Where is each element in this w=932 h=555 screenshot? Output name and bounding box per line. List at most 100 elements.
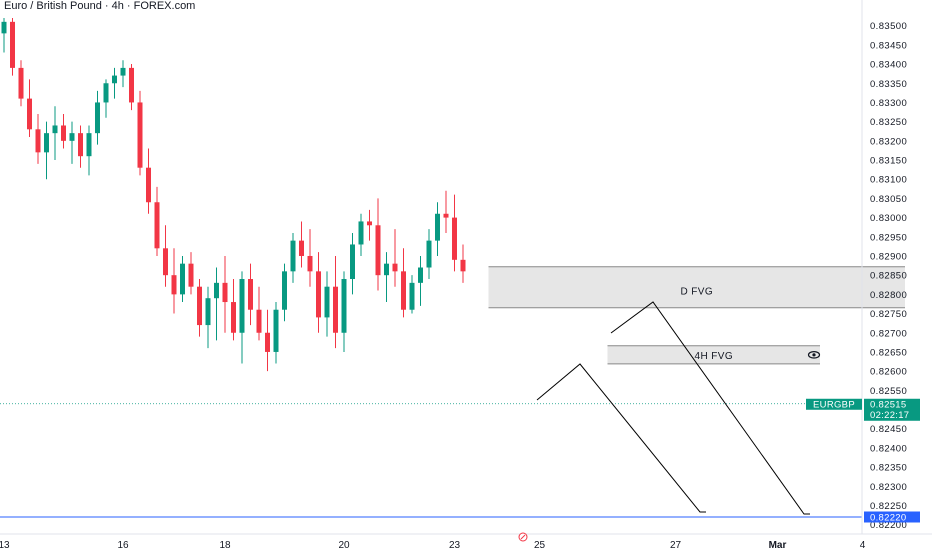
candle	[163, 225, 168, 287]
candle	[384, 252, 389, 303]
target-price-tag: 0.82220	[864, 511, 920, 524]
date-tick-label: 4	[860, 540, 866, 550]
candle	[137, 90, 143, 176]
candle	[239, 271, 245, 364]
fvg-zone-label: D FVG	[680, 286, 713, 297]
price-tick-label: 0.82200	[870, 520, 907, 531]
candle	[86, 125, 92, 176]
candle	[401, 248, 406, 318]
price-tick-label: 0.83200	[870, 136, 907, 147]
date-tick-label: 25	[534, 540, 546, 550]
candle	[214, 267, 219, 341]
candle	[256, 286, 262, 341]
candle	[409, 275, 415, 314]
candle	[197, 279, 202, 337]
price-tick-label: 0.82550	[870, 386, 907, 397]
price-tick-label: 0.82400	[870, 443, 907, 454]
price-tick-label: 0.82350	[870, 463, 907, 474]
date-tick-label: Mar	[769, 540, 787, 550]
candle	[333, 255, 338, 349]
candle	[299, 221, 304, 268]
date-tick-label: 13	[0, 540, 10, 550]
candle	[27, 79, 32, 137]
candle	[426, 229, 432, 280]
candle	[358, 213, 364, 256]
grid-layer	[0, 403, 862, 518]
price-tick-label: 0.82300	[870, 482, 907, 493]
date-tick-label: 20	[338, 540, 350, 550]
projection-path-4h[interactable]	[536, 363, 706, 513]
candle	[460, 244, 466, 283]
price-tick-label: 0.83100	[870, 175, 907, 186]
price-tick-label: 0.82900	[870, 251, 907, 262]
candle	[273, 302, 279, 364]
date-tick-label: 18	[219, 540, 231, 550]
price-tick-label: 0.83150	[870, 156, 907, 167]
price-tick-label: 0.83400	[870, 60, 907, 71]
candle	[10, 18, 15, 76]
candle	[375, 198, 381, 291]
candle	[69, 121, 75, 164]
candle	[18, 60, 24, 107]
chart-title: Euro / British Pound · 4h · FOREX.com	[4, 0, 195, 12]
date-tick-label: 16	[117, 540, 129, 550]
candle	[180, 255, 185, 303]
zones-layer: D FVG 4H FVG	[488, 266, 906, 365]
candle	[112, 67, 117, 99]
price-tick-label: 0.83500	[870, 21, 907, 32]
candle	[316, 252, 321, 333]
candle	[265, 309, 270, 372]
price-tick-label: 0.82750	[870, 309, 907, 320]
event-marker-icon[interactable]	[518, 532, 528, 542]
price-tick-label: 0.83450	[870, 40, 907, 51]
fvg-zone-0[interactable]	[488, 266, 906, 308]
price-tick-label: 0.82450	[870, 424, 907, 435]
candle	[350, 232, 355, 295]
price-tick-label: 0.83300	[870, 98, 907, 109]
candle	[435, 202, 440, 256]
time-axis[interactable]: 13161820232527Mar469	[0, 532, 932, 551]
candle	[324, 271, 330, 337]
fvg-zone-1[interactable]	[607, 345, 821, 364]
candle	[248, 263, 253, 326]
candle	[95, 90, 100, 145]
candle	[392, 229, 398, 287]
candle	[44, 121, 49, 180]
target-price-label: 0.82220	[870, 513, 906, 524]
countdown-label: 02:22:17	[870, 410, 909, 421]
candle	[103, 79, 109, 118]
candle	[78, 125, 83, 168]
projection-path-daily[interactable]	[610, 301, 810, 515]
candle	[1, 18, 7, 53]
price-tick-label: 0.83250	[870, 117, 907, 128]
date-tick-label: 23	[449, 540, 461, 550]
price-tick-label: 0.82700	[870, 328, 907, 339]
price-tick-label: 0.82800	[870, 290, 907, 301]
candle	[205, 286, 211, 349]
current-price-label: 0.82515	[870, 399, 906, 410]
price-tick-label: 0.82950	[870, 232, 907, 243]
candle	[222, 255, 228, 333]
price-tick-label: 0.82250	[870, 501, 907, 512]
price-axis[interactable]: 0.83500 0.83450 0.83400 0.83350 0.83300 0.832…	[806, 0, 920, 534]
price-tick-label: 0.82850	[870, 271, 907, 282]
price-tick-label: 0.83000	[870, 213, 907, 224]
candle	[129, 64, 134, 111]
candle	[120, 60, 126, 88]
fvg-zone-label: 4H FVG	[694, 351, 733, 362]
candle	[35, 113, 41, 164]
candle	[188, 252, 194, 295]
date-tick-label: 27	[670, 540, 682, 550]
eye-icon[interactable]	[807, 351, 821, 359]
candle	[452, 194, 457, 272]
drawings-layer	[536, 301, 810, 515]
candle	[443, 190, 449, 233]
candle	[171, 248, 177, 314]
candle	[367, 209, 372, 241]
price-tick-label: 0.82600	[870, 367, 907, 378]
candle	[61, 113, 66, 149]
candle	[341, 271, 347, 352]
